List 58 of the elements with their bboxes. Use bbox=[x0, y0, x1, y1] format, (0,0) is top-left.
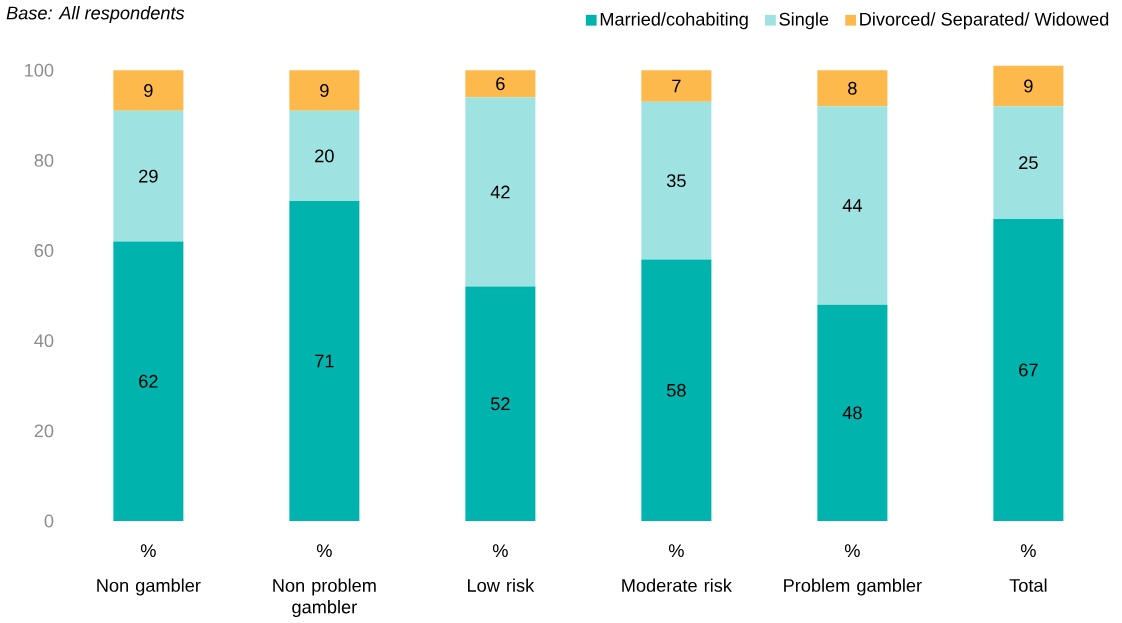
data-label: 29 bbox=[139, 169, 158, 183]
data-label: 9 bbox=[320, 84, 329, 97]
bar bbox=[641, 70, 712, 102]
legend-label: Married/cohabiting bbox=[600, 12, 748, 30]
data-label: 35 bbox=[666, 174, 686, 188]
y-tick-label: 40 bbox=[34, 334, 54, 348]
data-label: 48 bbox=[842, 406, 862, 420]
bar bbox=[465, 286, 536, 521]
bar bbox=[113, 241, 184, 521]
bar bbox=[993, 106, 1064, 219]
bar bbox=[993, 65, 1064, 107]
text: Base: All respondents bbox=[6, 6, 185, 23]
text: % bbox=[1020, 544, 1036, 557]
y-tick-label: 100 bbox=[25, 63, 54, 77]
bar bbox=[817, 304, 888, 521]
x-tick-label: Non problem gambler bbox=[273, 578, 376, 617]
data-label: 8 bbox=[848, 81, 857, 95]
data-label: 9 bbox=[1024, 79, 1033, 93]
data-label: 52 bbox=[490, 397, 510, 411]
y-tick-label: 20 bbox=[34, 424, 54, 438]
x-tick-label: Moderate risk bbox=[622, 578, 732, 592]
bar bbox=[113, 110, 184, 242]
data-label: 67 bbox=[1019, 363, 1038, 377]
data-label: 58 bbox=[666, 383, 686, 397]
legend-label: Divorced/ Separated/ Widowed bbox=[860, 12, 1109, 30]
x-tick-label: Low risk bbox=[468, 578, 535, 592]
y-tick-label: 60 bbox=[34, 244, 54, 257]
data-label: 7 bbox=[672, 79, 681, 93]
x-tick-label: Non gambler bbox=[97, 578, 201, 596]
data-label: 9 bbox=[144, 84, 153, 97]
text: % bbox=[492, 544, 508, 557]
y-tick-label: 0 bbox=[44, 514, 54, 528]
bar bbox=[465, 70, 536, 98]
legend-label: Single bbox=[779, 12, 829, 30]
text: % bbox=[140, 544, 156, 557]
text: % bbox=[316, 544, 332, 557]
bar bbox=[289, 200, 360, 521]
text: % bbox=[668, 544, 684, 557]
data-label: 71 bbox=[315, 354, 334, 368]
data-label: 25 bbox=[1019, 156, 1038, 170]
bar bbox=[289, 110, 360, 201]
bar bbox=[289, 70, 360, 111]
x-tick-label: Total bbox=[1009, 578, 1047, 592]
data-label: 6 bbox=[496, 77, 505, 91]
text: % bbox=[844, 544, 860, 557]
bar bbox=[113, 70, 184, 111]
bar bbox=[465, 97, 536, 287]
data-label: 20 bbox=[315, 149, 334, 163]
bar bbox=[993, 218, 1064, 521]
bar bbox=[817, 106, 888, 305]
bar bbox=[641, 259, 712, 521]
data-label: 42 bbox=[490, 185, 510, 199]
data-label: 62 bbox=[139, 374, 158, 388]
x-tick-label: Problem gambler bbox=[784, 578, 922, 596]
bar bbox=[817, 70, 888, 107]
data-label: 44 bbox=[842, 199, 862, 212]
bar bbox=[641, 101, 712, 260]
y-tick-label: 80 bbox=[34, 153, 54, 167]
